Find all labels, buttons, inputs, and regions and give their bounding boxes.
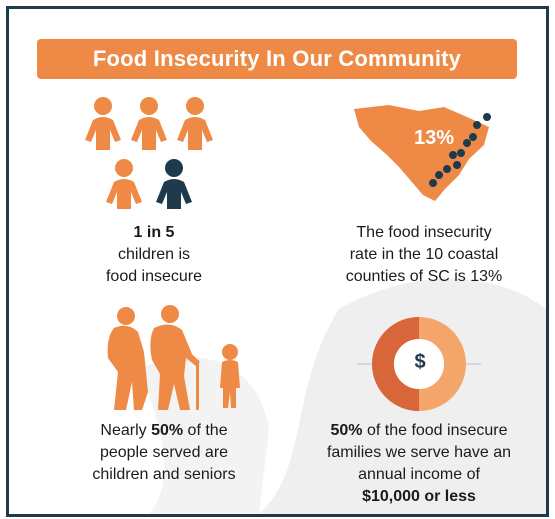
stat-coastal-line3: counties of SC is 13% <box>345 268 503 285</box>
stat-income-text: 50% of the food insecure families we ser… <box>294 420 544 508</box>
stat-seniors-line3: children and seniors <box>92 466 236 483</box>
infographic-frame: Food Insecurity In Our Community 1 in 5 … <box>6 6 549 517</box>
donut-dollar-icon <box>357 317 481 411</box>
elderly-couple-with-child-icon <box>107 305 240 410</box>
stat-income-line3: annual income of <box>358 466 480 483</box>
stat-income-line1: 50% of the food insecure <box>294 420 544 442</box>
stat-income-line1-bold: 50% <box>330 422 363 439</box>
stat-seniors-line1-bold: 50% <box>151 422 184 439</box>
title-banner: Food Insecurity In Our Community <box>37 39 517 79</box>
stat-seniors-line1-pre: Nearly <box>100 422 152 439</box>
stat-children-text: 1 in 5 children is food insecure <box>69 222 239 288</box>
page-title: Food Insecurity In Our Community <box>92 46 462 71</box>
stat-children-line1: children is <box>117 246 191 263</box>
stat-children-line2: food insecure <box>105 268 203 285</box>
stat-coastal-line1: The food insecurity <box>356 224 492 241</box>
stat-seniors-line2: people served are <box>99 444 229 461</box>
people-group-icon <box>85 97 213 209</box>
stat-children-bold: 1 in 5 <box>133 224 175 241</box>
stat-income-line4: $10,000 or less <box>362 488 476 505</box>
stat-seniors-text: Nearly 50% of the people served are chil… <box>64 420 264 486</box>
stat-coastal-line2: rate in the 10 coastal <box>349 246 499 263</box>
map-percent-label: 13% <box>414 127 455 149</box>
stat-income-line1-post: of the food insecure <box>362 422 508 439</box>
stat-coastal-text: The food insecurity rate in the 10 coast… <box>309 222 539 288</box>
dollar-symbol: $ <box>414 351 426 373</box>
stat-income-line2: families we serve have an <box>326 444 512 461</box>
stat-seniors-line1-post: of the <box>183 422 228 439</box>
south-carolina-map-icon <box>354 105 492 201</box>
stat-seniors-line1: Nearly 50% of the <box>64 420 264 442</box>
